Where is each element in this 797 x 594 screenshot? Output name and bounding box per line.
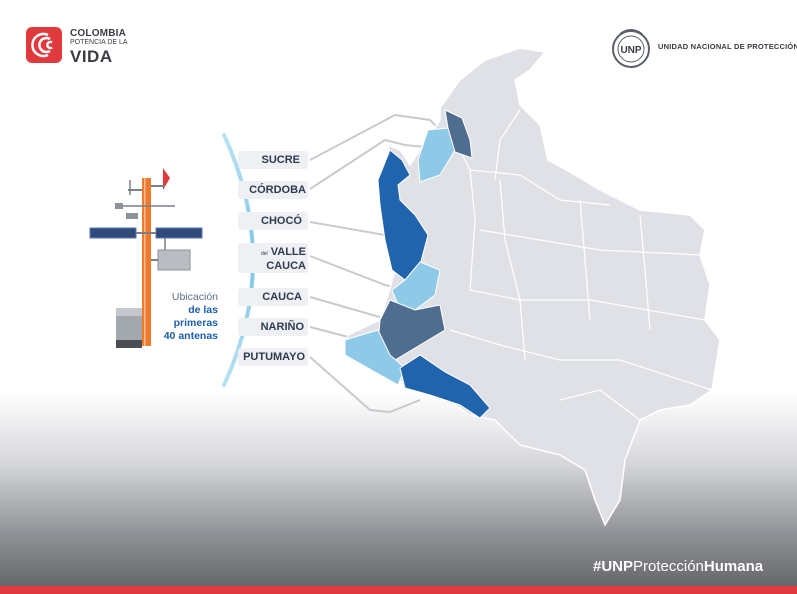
region-choco <box>377 149 429 281</box>
hashtag-part-1: #UNP <box>593 558 634 575</box>
label-cordoba: CÓRDOBA <box>249 184 306 196</box>
label-valle: del VALLE <box>238 246 306 258</box>
colombia-potencia-de-la-vida-logo: COLOMBIA POTENCIA DE LA VIDA <box>26 27 136 67</box>
logo-line-2: POTENCIA DE LA <box>70 39 128 46</box>
bottom-accent-bar <box>0 586 797 594</box>
region-cauca <box>377 299 446 361</box>
logo-line-3: VIDA <box>70 47 113 66</box>
hashtag: #UNPProtecciónHumana <box>593 558 763 575</box>
connector-putumayo <box>309 356 421 414</box>
antenna-tower-icon <box>89 168 203 348</box>
unp-name: UNIDAD NACIONAL DE PROTECCIÓN <box>658 42 797 51</box>
antenna-caption: Ubicación de las primeras 40 antenas <box>150 291 218 343</box>
caption-line-2: de las <box>188 304 218 316</box>
seal-text: UNP <box>620 45 641 56</box>
logo-line-1: COLOMBIA <box>70 28 127 39</box>
caption-line-1: Ubicación <box>171 291 218 303</box>
label-cauca: CAUCA <box>262 291 302 303</box>
region-narino <box>344 329 406 386</box>
caption-line-3: primeras <box>173 317 218 329</box>
label-sucre: SUCRE <box>261 154 300 166</box>
label-choco: CHOCÓ <box>261 215 302 227</box>
connector-cordoba <box>309 138 436 190</box>
label-valle-prefix: del <box>261 251 268 257</box>
region-cordoba <box>444 109 473 159</box>
label-putumayo: PUTUMAYO <box>243 351 305 363</box>
region-putumayo <box>399 354 491 419</box>
unp-seal-icon: UNP <box>612 29 650 68</box>
label-narino: NARIÑO <box>260 321 304 333</box>
caption-line-4: 40 antenas <box>163 330 218 342</box>
logo-mark-icon <box>26 27 62 63</box>
hashtag-part-2: Protección <box>633 558 704 575</box>
hashtag-part-3: Humana <box>703 558 764 575</box>
unp-logo: UNP UNIDAD NACIONAL DE PROTECCIÓN <box>608 24 797 74</box>
label-pills <box>238 151 308 366</box>
department-borders <box>449 109 713 421</box>
label-valle-line1: VALLE <box>270 246 306 258</box>
label-valle-line2: CAUCA <box>266 260 306 272</box>
